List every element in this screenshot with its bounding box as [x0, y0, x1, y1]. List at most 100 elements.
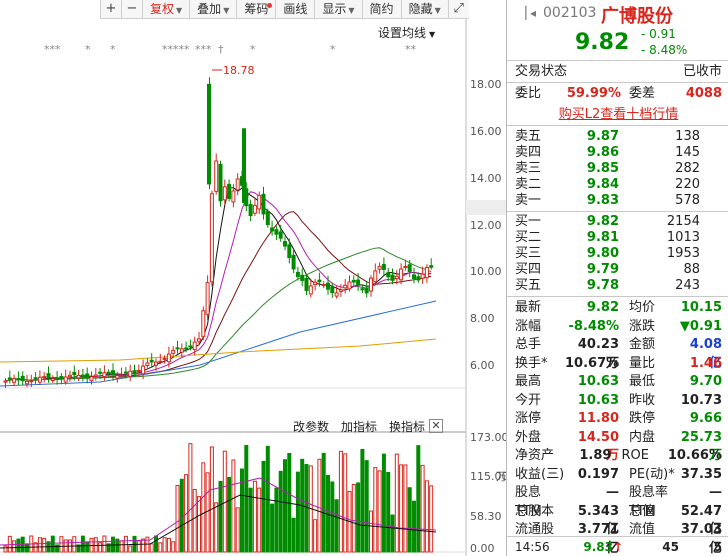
candle-body	[42, 376, 47, 379]
orderbook-price: 9.80	[586, 246, 619, 261]
kline-chart-pane[interactable]: *** * * ***** *** † * * ** 18.78 18.00 16.00 14.00…	[0, 0, 507, 556]
kline-chart[interactable]: *** * * ***** *** † * * ** 18.78 18.0016.0014.00…	[0, 0, 506, 556]
price-axis-label: 14.00	[470, 172, 502, 185]
candle-body	[214, 160, 219, 192]
stat-label: 换手*	[515, 355, 548, 371]
stat-label: 最新	[515, 300, 542, 315]
stat-value: 10.63	[577, 374, 619, 389]
event-marker-icon: *	[250, 43, 256, 56]
edit-params-button[interactable]: 改参数	[293, 420, 330, 434]
stock-name[interactable]: 广博股份	[601, 6, 673, 27]
orderbook-row[interactable]: 买三 9.80 1953	[507, 246, 728, 262]
stat-row: 涨停 11.80 跌停 9.66	[507, 410, 728, 429]
volume-bar	[59, 536, 64, 553]
stat-value: —	[606, 485, 619, 500]
zoom-in-button[interactable]: +	[100, 0, 121, 18]
stat-value: -8.48%	[568, 318, 620, 334]
close-icon[interactable]: ✕	[429, 419, 443, 433]
orderbook-volume: 1013	[666, 230, 700, 245]
orderbook-price: 9.83	[586, 193, 619, 208]
weicha-label: 委差	[629, 86, 656, 101]
orderbook-row[interactable]: 卖五 9.87 138	[507, 129, 728, 145]
stat-value: 10.73	[680, 392, 722, 408]
stat-value: 0.197	[577, 466, 619, 482]
candle-body	[106, 371, 111, 375]
volume-bar	[420, 464, 425, 553]
switch-indicator-button[interactable]: 换指标	[389, 420, 426, 434]
candle-body	[205, 282, 210, 315]
orderbook-level-label: 卖三	[515, 161, 542, 176]
volume-bar	[416, 445, 421, 553]
weibi-label: 委比	[515, 86, 542, 101]
volume-bar	[128, 545, 133, 553]
orderbook-price: 9.87	[586, 129, 619, 144]
stat-label: 昨收	[629, 392, 656, 408]
tick-volume: 45	[662, 540, 679, 554]
set-ma-dropdown[interactable]: 设置均线 ▼	[378, 24, 435, 41]
price-axis-label: 6.00	[470, 359, 495, 372]
candle-body	[334, 292, 339, 297]
candle-body	[145, 362, 150, 366]
volume-bar	[154, 535, 158, 553]
draw-line-label: 画线	[283, 2, 308, 16]
volume-bar	[343, 453, 348, 553]
orderbook-row[interactable]: 买二 9.81 1013	[507, 230, 728, 246]
volume-bar	[3, 545, 8, 553]
hide-dropdown[interactable]: 隐藏 ▼	[400, 0, 448, 18]
add-indicator-button[interactable]: 加指标	[341, 420, 378, 434]
volume-bar	[98, 542, 103, 553]
volume-bar	[72, 536, 77, 553]
volume-bar	[399, 464, 404, 553]
orderbook-row[interactable]: 卖四 9.86 145	[507, 145, 728, 161]
event-marker-icon: ***	[195, 43, 212, 56]
stat-row: 净资产 1.89 ROE 10.66%	[507, 447, 728, 466]
candle-body	[274, 229, 279, 235]
display-dropdown[interactable]: 显示 ▼	[314, 0, 361, 18]
candle-body	[295, 271, 300, 278]
stat-value: 3.771亿	[577, 522, 619, 556]
stat-label: 股息率TTM	[629, 485, 669, 519]
chevron-down-icon: ▼	[429, 30, 436, 39]
set-ma-label: 设置均线	[378, 26, 427, 40]
price-cursor-box	[466, 200, 506, 215]
volume-bar	[334, 499, 339, 553]
candle-body	[55, 378, 60, 381]
stat-row: 股息TTM — 股息率TTM —	[507, 484, 728, 519]
chips-label: 筹码	[244, 2, 269, 16]
candle-body	[111, 370, 115, 376]
expand-icon[interactable]: ⤢	[447, 0, 469, 18]
orderbook-volume: 88	[683, 262, 700, 277]
volume-bar	[205, 472, 210, 553]
volume-bar	[76, 544, 81, 553]
chips-button[interactable]: 筹码	[236, 0, 275, 18]
collapse-chevron-icon[interactable]: ▕ ◂	[517, 6, 537, 20]
volume-bar	[214, 502, 219, 553]
simple-mode-button[interactable]: 简约	[361, 0, 401, 18]
volume-bar	[351, 483, 356, 553]
orderbook-row[interactable]: 买四 9.79 88	[507, 262, 728, 278]
orderbook-row[interactable]: 卖三 9.85 282	[507, 161, 728, 177]
l2-upgrade-link[interactable]: 购买L2查看十档行情	[558, 107, 679, 122]
volume-bar	[381, 453, 386, 553]
candle-body	[33, 377, 38, 380]
orderbook-row[interactable]: 买一 9.82 2154	[507, 214, 728, 230]
zoom-out-button[interactable]: −	[121, 0, 142, 18]
orderbook-row[interactable]: 买五 9.78 243	[507, 278, 728, 294]
volume-bar	[55, 544, 60, 553]
candle-body	[356, 279, 361, 286]
draw-line-button[interactable]: 画线	[275, 0, 314, 18]
stat-value: 4.08亿	[689, 337, 722, 371]
orderbook-row[interactable]: 卖一 9.83 578	[507, 193, 728, 209]
candle-body	[29, 380, 34, 383]
ma-line	[5, 247, 432, 382]
overlay-dropdown[interactable]: 叠加 ▼	[189, 0, 236, 18]
volume-bar	[162, 537, 167, 553]
trade-status-label: 交易状态	[515, 64, 568, 79]
volume-bar	[313, 519, 318, 553]
candle-body	[261, 193, 266, 215]
stat-row: 最新 9.82 均价 10.15	[507, 299, 728, 318]
stat-label: 总股本	[515, 503, 555, 519]
fuquan-dropdown[interactable]: 复权 ▼	[142, 0, 189, 18]
orderbook-row[interactable]: 卖二 9.84 220	[507, 177, 728, 193]
volume-bar	[115, 538, 120, 553]
